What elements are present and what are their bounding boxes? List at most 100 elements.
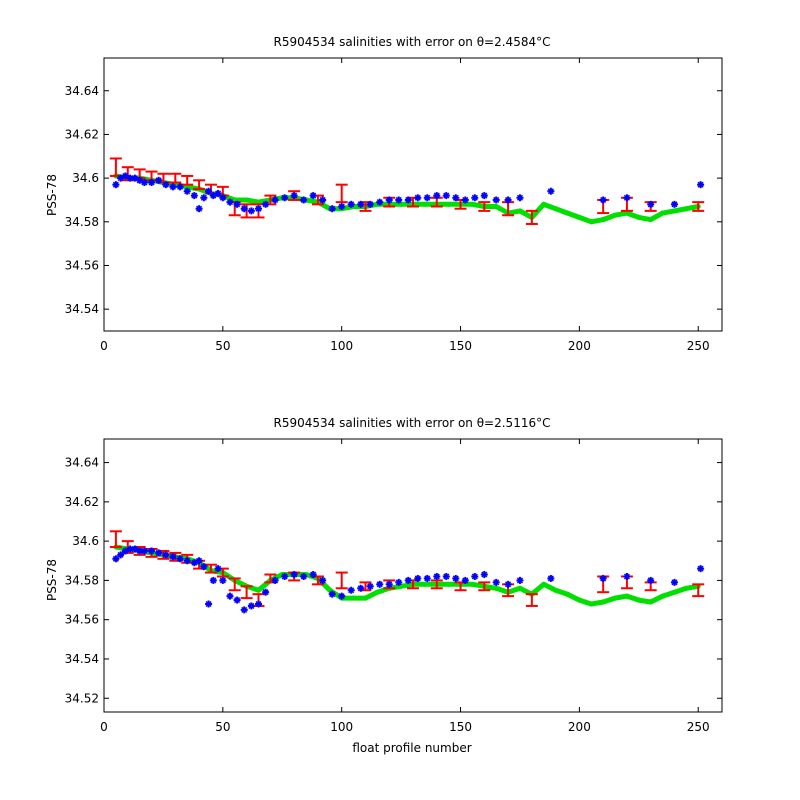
y-tick-label: 34.64: [65, 456, 99, 470]
top-float-salinity-point: [309, 192, 317, 200]
x-tick-label: 0: [100, 339, 108, 353]
x-tick-label: 50: [215, 720, 230, 734]
top-float-salinity-point: [471, 194, 479, 202]
top-mapped-estimate-point: [648, 217, 654, 223]
top-float-salinity-point: [176, 183, 184, 191]
bottom-x-axis-label: float profile number: [352, 741, 471, 755]
top-float-salinity-point: [183, 187, 191, 195]
bottom-mapped-estimate-point: [469, 581, 475, 587]
top-float-salinity-point: [599, 196, 607, 204]
top-float-salinity-point: [461, 196, 469, 204]
bottom-float-salinity-point: [195, 557, 203, 565]
bottom-float-salinity-point: [328, 590, 336, 598]
top-float-salinity-point: [155, 176, 163, 184]
y-tick-label: 34.6: [72, 171, 99, 185]
top-mapped-estimate-point: [600, 217, 606, 223]
top-panel: R5904534 salinities with error on θ=2.45…: [45, 35, 723, 353]
y-tick-label: 34.52: [65, 691, 99, 705]
top-float-salinity-point: [290, 192, 298, 200]
bottom-float-salinity-point: [647, 576, 655, 584]
x-tick-label: 250: [687, 720, 710, 734]
bottom-float-salinity-point: [112, 555, 120, 563]
top-y-axis-label: PSS-78: [45, 174, 59, 216]
bottom-float-salinity-point: [366, 582, 374, 590]
bottom-float-salinity-point: [347, 586, 355, 594]
top-float-salinity-point: [492, 196, 500, 204]
bottom-mapped-estimate-point: [493, 585, 499, 591]
top-mapped-estimate-point: [398, 201, 404, 207]
top-float-salinity-point: [162, 181, 170, 189]
bottom-float-salinity-point: [433, 572, 441, 580]
bottom-mapped-estimate-point: [374, 589, 380, 595]
x-tick-label: 0: [100, 720, 108, 734]
bottom-mapped-estimate-point: [517, 585, 523, 591]
x-tick-label: 200: [568, 339, 591, 353]
bottom-float-salinity-point: [214, 565, 222, 573]
y-tick-label: 34.54: [65, 652, 99, 666]
bottom-float-salinity-point: [226, 592, 234, 600]
top-mapped-estimate-point: [660, 210, 666, 216]
top-float-salinity-point: [169, 183, 177, 191]
top-error-bar: [193, 179, 206, 191]
top-float-salinity-point: [240, 205, 248, 213]
bottom-float-salinity-point: [547, 574, 555, 582]
top-float-salinity-point: [623, 194, 631, 202]
bottom-mapped-estimate-point: [660, 593, 666, 599]
bottom-float-salinity-point: [233, 596, 241, 604]
bottom-float-salinity-point: [300, 572, 308, 580]
bottom-mapped-estimate-point: [398, 583, 404, 589]
top-float-salinity-point: [647, 200, 655, 208]
top-float-salinity-point: [516, 194, 524, 202]
bottom-axes-frame: [103, 438, 723, 713]
bottom-float-salinity-point: [183, 557, 191, 565]
top-float-salinity-point: [366, 200, 374, 208]
bottom-chart-title: R5904534 salinities with error on θ=2.51…: [274, 416, 551, 430]
x-tick-label: 200: [568, 720, 591, 734]
bottom-float-salinity-point: [162, 551, 170, 559]
top-float-salinity-point: [140, 178, 148, 186]
top-float-salinity-point: [200, 194, 208, 202]
bottom-float-salinity-point: [442, 572, 450, 580]
top-float-salinity-point: [226, 198, 234, 206]
bottom-float-salinity-point: [452, 574, 460, 582]
top-mapped-estimate-point: [422, 201, 428, 207]
x-tick-label: 150: [449, 339, 472, 353]
bottom-float-salinity-point: [516, 576, 524, 584]
top-float-salinity-point: [255, 205, 262, 213]
bottom-float-salinity-point: [395, 578, 403, 586]
top-float-salinity-point: [219, 194, 227, 202]
bottom-float-salinity-point: [169, 553, 177, 561]
y-tick-label: 34.56: [65, 258, 99, 272]
top-mapped-estimate-point: [553, 206, 559, 212]
bottom-error-bar: [430, 579, 443, 590]
top-mapped-estimate-point: [636, 214, 642, 220]
y-tick-label: 34.6: [72, 534, 99, 548]
top-error-bar: [335, 183, 348, 204]
bottom-mapped-estimate-point: [648, 599, 654, 605]
top-float-salinity-point: [148, 178, 156, 186]
top-float-salinity-point: [452, 194, 460, 202]
top-float-salinity-point: [433, 192, 441, 200]
y-tick-label: 34.56: [65, 613, 99, 627]
bottom-error-bar: [109, 530, 122, 549]
y-tick-label: 34.64: [65, 84, 99, 98]
top-float-salinity-point: [385, 196, 393, 204]
top-mapped-estimate-point: [671, 208, 677, 214]
top-float-salinity-point: [414, 194, 422, 202]
bottom-float-salinity-point: [319, 576, 327, 584]
bottom-mapped-estimate-point: [600, 599, 606, 605]
bottom-error-bar: [478, 581, 491, 592]
x-tick-label: 250: [687, 339, 710, 353]
bottom-float-salinity-point: [471, 572, 479, 580]
bottom-error-bar: [692, 583, 705, 598]
top-mapped-estimate-point: [588, 219, 594, 225]
top-float-salinity-point: [190, 192, 198, 200]
top-mapped-estimate-point: [517, 208, 523, 214]
top-plot-area: [103, 57, 723, 332]
bottom-float-salinity-point: [357, 584, 365, 592]
bottom-float-salinity-point: [140, 547, 148, 555]
top-float-salinity-point: [319, 196, 327, 204]
top-float-salinity-point: [300, 196, 308, 204]
bottom-error-bar: [204, 563, 217, 574]
